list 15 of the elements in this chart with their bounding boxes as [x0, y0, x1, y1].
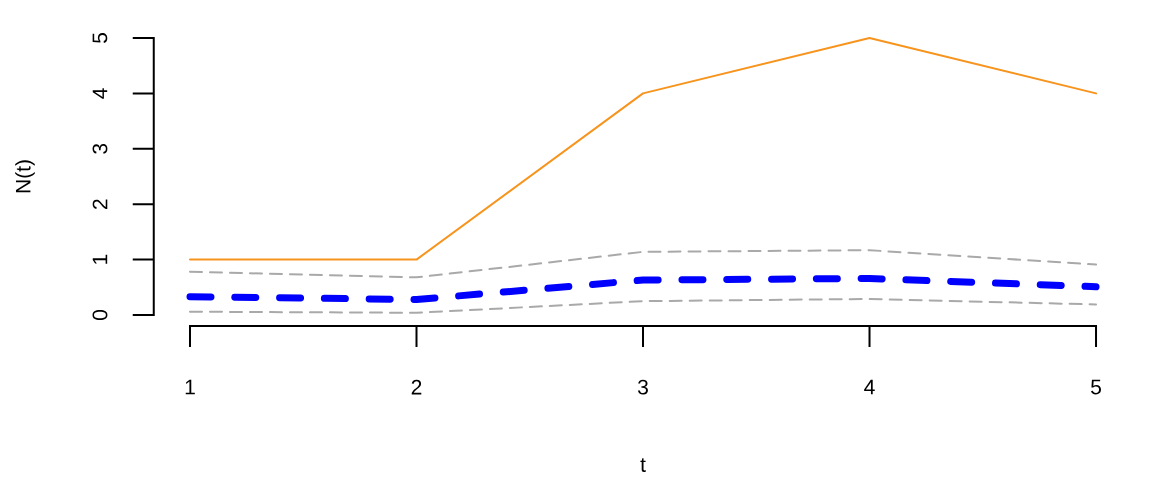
y-tick-label: 5	[92, 33, 108, 43]
x-tick-label: 5	[1091, 379, 1101, 395]
y-tick-label: 2	[92, 199, 108, 209]
y-tick-label: 0	[92, 310, 108, 321]
y-axis-title: N(t)	[15, 160, 35, 193]
y-tick-label: 3	[92, 143, 108, 154]
y-tick-label: 4	[92, 88, 108, 99]
x-tick-label: 4	[864, 379, 875, 395]
x-tick-label: 2	[411, 379, 422, 395]
x-tick-label: 3	[637, 379, 648, 395]
x-axis-title: t	[640, 458, 646, 472]
x-tick-label: 1	[185, 379, 195, 395]
line-series	[188, 249, 1098, 279]
line-series	[188, 297, 1098, 314]
y-tick-label: 1	[92, 254, 108, 264]
